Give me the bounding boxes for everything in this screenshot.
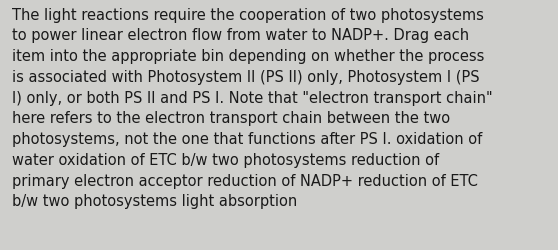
Text: The light reactions require the cooperation of two photosystems
to power linear : The light reactions require the cooperat…: [12, 8, 493, 208]
